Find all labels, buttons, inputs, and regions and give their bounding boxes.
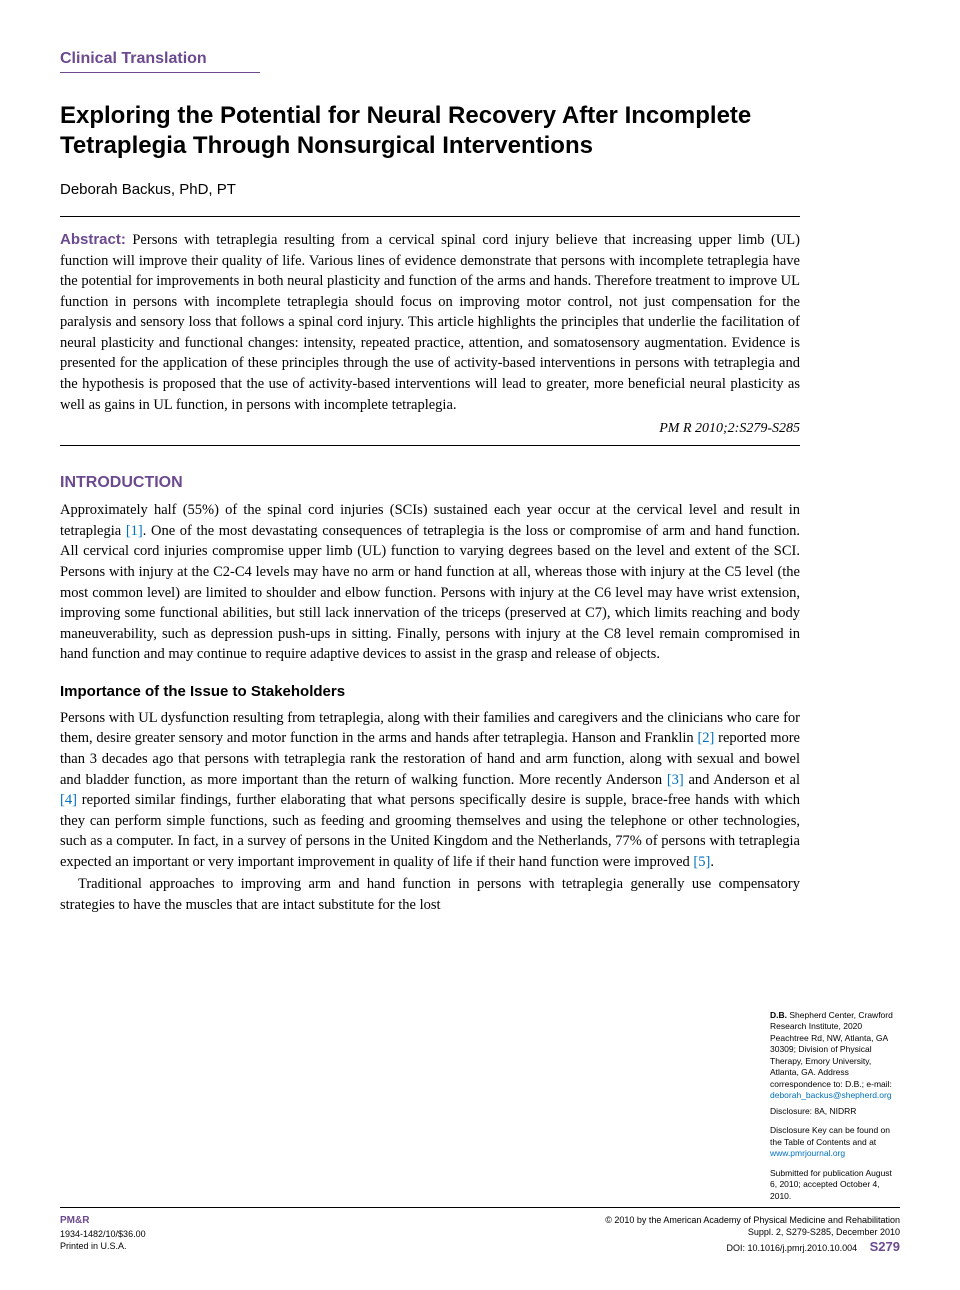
footer-right: © 2010 by the American Academy of Physic…	[605, 1214, 900, 1256]
ref-link-2[interactable]: [2]	[697, 730, 714, 746]
ref-link-3[interactable]: [3]	[667, 772, 684, 788]
stake-text-c: and Anderson et al	[684, 772, 800, 788]
disclosure-key-block: Disclosure Key can be found on the Table…	[770, 1125, 900, 1159]
divider-top	[60, 216, 800, 217]
intro-paragraph: Approximately half (55%) of the spinal c…	[60, 500, 800, 665]
journal-url-link[interactable]: www.pmrjournal.org	[770, 1148, 845, 1158]
stake-text-e: .	[710, 854, 714, 870]
abstract-block: Abstract: Persons with tetraplegia resul…	[60, 229, 800, 415]
author-info-sidebar: D.B. Shepherd Center, Crawford Research …	[770, 1010, 900, 1210]
author-line: Deborah Backus, PhD, PT	[60, 181, 900, 198]
ref-link-1[interactable]: [1]	[126, 523, 143, 539]
ref-link-4[interactable]: [4]	[60, 792, 77, 808]
article-title: Exploring the Potential for Neural Recov…	[60, 101, 800, 161]
footer-left: PM&R 1934-1482/10/$36.00 Printed in U.S.…	[60, 1214, 146, 1256]
abstract-label: Abstract:	[60, 231, 126, 248]
author-email-link[interactable]: deborah_backus@shepherd.org	[770, 1090, 892, 1100]
section-label: Clinical Translation	[60, 50, 260, 73]
suppl-line: Suppl. 2, S279-S285, December 2010	[748, 1227, 900, 1237]
doi-line: DOI: 10.1016/j.pmrj.2010.10.004	[727, 1243, 858, 1253]
disclosure-line: Disclosure: 8A, NIDRR	[770, 1106, 900, 1117]
affiliation-label: D.B.	[770, 1010, 787, 1020]
heading-introduction: INTRODUCTION	[60, 474, 900, 492]
page-footer: PM&R 1934-1482/10/$36.00 Printed in U.S.…	[60, 1207, 900, 1256]
stakeholders-paragraph-2: Traditional approaches to improving arm …	[60, 874, 800, 915]
copyright-line: © 2010 by the American Academy of Physic…	[605, 1215, 900, 1225]
disclosure-key-text: Disclosure Key can be found on the Table…	[770, 1125, 890, 1146]
affiliation-block: D.B. Shepherd Center, Crawford Research …	[770, 1010, 900, 1102]
affiliation-text: Shepherd Center, Crawford Research Insti…	[770, 1010, 893, 1089]
abstract-text: Persons with tetraplegia resulting from …	[60, 232, 800, 413]
ref-link-5[interactable]: [5]	[693, 854, 710, 870]
page-number: S279	[870, 1239, 900, 1254]
divider-bottom	[60, 445, 800, 446]
issn-line: 1934-1482/10/$36.00	[60, 1229, 146, 1239]
intro-text-b: . One of the most devastating consequenc…	[60, 523, 800, 662]
submitted-line: Submitted for publication August 6, 2010…	[770, 1168, 900, 1202]
stake-text-d: reported similar findings, further elabo…	[60, 792, 800, 870]
heading-stakeholders: Importance of the Issue to Stakeholders	[60, 683, 900, 700]
printed-line: Printed in U.S.A.	[60, 1241, 127, 1251]
citation-line: PM R 2010;2:S279-S285	[60, 421, 800, 437]
journal-brand: PM&R	[60, 1215, 89, 1226]
stake-text-a: Persons with UL dysfunction resulting fr…	[60, 710, 800, 747]
stakeholders-paragraph-1: Persons with UL dysfunction resulting fr…	[60, 708, 800, 873]
